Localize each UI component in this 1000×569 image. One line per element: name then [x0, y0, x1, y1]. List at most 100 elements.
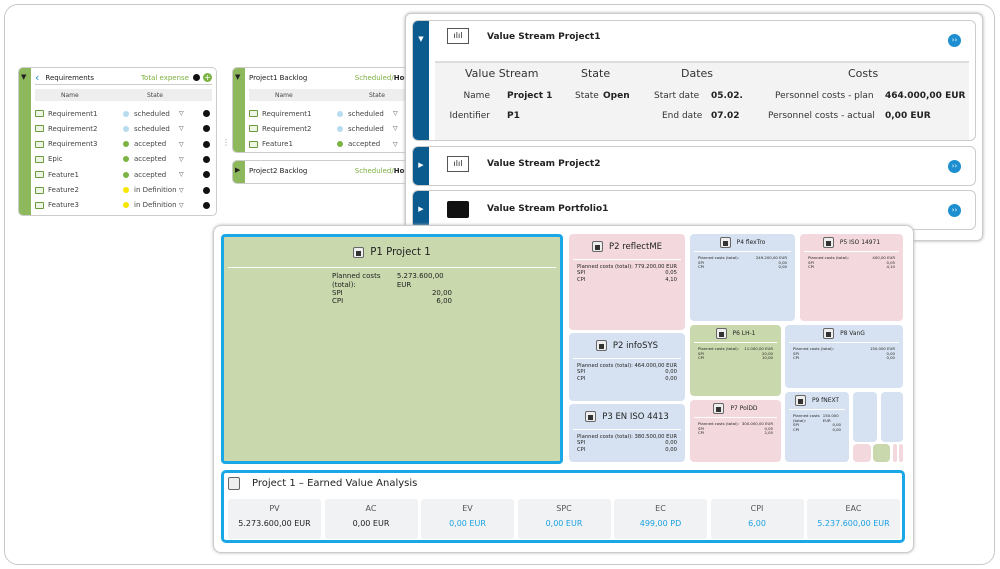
treemap-tile[interactable]: P9 fNEXT Planned costs (total): 150.000 E… [785, 392, 849, 462]
add-icon[interactable]: + [203, 73, 212, 82]
treemap-tile[interactable]: P7 PolDD Planned costs (total): 300.000,0… [690, 400, 781, 462]
open-icon[interactable]: ›› [948, 160, 961, 173]
treemap-tile[interactable]: P3 EN ISO 4413 Planned costs (total): 380… [569, 404, 685, 462]
info-icon[interactable] [193, 74, 200, 81]
tile-title: P7 PolDD [730, 405, 758, 413]
cpi-label: CPI [698, 264, 705, 270]
metric-value: 499,00 PD [639, 519, 682, 528]
info-icon[interactable] [203, 171, 210, 179]
cpi-value: 4,10 [886, 264, 895, 270]
state-dropdown-icon[interactable]: ▽ [393, 125, 398, 133]
requirement-icon [35, 110, 44, 117]
planned-value: 380.500,00 EUR [634, 434, 677, 440]
list-item[interactable]: Requirement2 scheduled ▽ [249, 121, 417, 136]
state-dropdown-icon[interactable]: ▽ [179, 171, 184, 179]
value-stream-project1[interactable]: ▼ ılıl Value Stream Project1 ›› Value St… [412, 20, 976, 141]
list-item[interactable]: Feature1 accepted ▽ [249, 137, 417, 152]
heading-costs: Costs [848, 67, 879, 80]
mini-tile[interactable] [881, 392, 903, 442]
requirement-icon [35, 125, 44, 133]
list-item[interactable]: Feature1 accepted ▽ [35, 167, 212, 182]
state-dropdown-icon[interactable]: ▽ [179, 110, 184, 117]
name-label: Name [463, 91, 490, 101]
spi-value: 0,05 [886, 259, 895, 265]
metric-value: 6,00 [748, 519, 766, 528]
open-icon[interactable]: ›› [948, 204, 961, 217]
list-item[interactable]: Requirement1 scheduled ▽ [35, 106, 212, 121]
spi-label: SPI [577, 440, 586, 447]
back-icon[interactable]: ‹ [35, 71, 40, 84]
cpi-label: CPI [808, 264, 815, 270]
value-stream-portfolio1[interactable]: ▶ Value Stream Portfolio1 ›› [412, 190, 976, 230]
state-dot [123, 187, 129, 193]
planned-label: Planned costs (total): [793, 413, 820, 423]
state-dropdown-icon[interactable]: ▽ [179, 125, 184, 133]
item-state: accepted [134, 155, 167, 164]
state-dropdown-icon[interactable]: ▽ [179, 140, 184, 148]
spi-label: SPI [698, 350, 704, 356]
planned-label: Planned costs (total): [577, 264, 633, 270]
state-dropdown-icon[interactable]: ▽ [393, 140, 398, 148]
list-item[interactable]: Epic accepted ▽ [35, 152, 212, 167]
state-dropdown-icon[interactable]: ▽ [179, 155, 184, 163]
treemap-tile[interactable]: P6 LH-1 Planned costs (total): 11.000,00 … [690, 325, 781, 396]
project-icon [713, 403, 725, 415]
state-dropdown-icon[interactable]: ▽ [179, 186, 184, 194]
state-dropdown-icon[interactable]: ▽ [393, 110, 398, 117]
info-icon[interactable] [203, 201, 210, 209]
treemap-tile[interactable]: P1 Project 1 Planned costs (total): 5.273… [221, 234, 563, 464]
treemap-tile[interactable]: P2 infoSYS Planned costs (total): 464.000… [569, 333, 685, 401]
tile-title: P2 reflectME [608, 241, 663, 252]
mini-tile[interactable] [893, 444, 897, 462]
spi-value: 0,00 [886, 350, 895, 356]
info-icon[interactable] [203, 110, 210, 117]
mini-tile[interactable] [853, 392, 877, 442]
info-icon[interactable] [203, 125, 210, 133]
value-stream-title: Value Stream Project2 [487, 159, 601, 169]
cpi-value: 0,00 [886, 355, 895, 361]
spi-label: SPI [577, 369, 586, 376]
mini-tile[interactable] [853, 444, 871, 462]
collapse-toggle[interactable]: ▼ [19, 68, 31, 215]
list-item[interactable]: Requirement1 scheduled ▽ [249, 106, 417, 121]
info-icon[interactable] [203, 140, 210, 148]
requirement-icon [35, 171, 44, 179]
info-icon[interactable] [203, 155, 210, 163]
cpi-label: CPI [577, 276, 586, 283]
spi-value: 0,05 [764, 425, 773, 431]
collapse-toggle[interactable]: ▼ [233, 68, 245, 152]
metric-eac: EAC 5.237.600,00 EUR [807, 499, 900, 539]
list-item[interactable]: Requirement2 scheduled ▽ [35, 121, 212, 136]
treemap-tile[interactable]: P8 VanG Planned costs (total): 150.000 EU… [785, 325, 903, 388]
planned-value: 150.000 EUR [869, 346, 895, 352]
treemap-tile[interactable]: P4 flexTro Planned costs (total): 249.200… [690, 234, 795, 321]
info-icon[interactable] [203, 186, 210, 194]
expand-toggle[interactable]: ▶ [413, 147, 429, 185]
treemap-tile[interactable]: P2 reflectME Planned costs (total): 779.2… [569, 234, 685, 330]
spi-value: 20,00 [431, 288, 452, 297]
open-icon[interactable]: ›› [948, 34, 961, 47]
mini-tile[interactable] [899, 444, 903, 462]
metric-label: AC [365, 504, 377, 513]
expand-toggle[interactable]: ▶ [233, 161, 245, 183]
list-item[interactable]: Requirement3 accepted ▽ [35, 137, 212, 152]
state-dropdown-icon[interactable]: ▽ [179, 201, 184, 209]
list-item[interactable]: Feature2 in Definition ▽ [35, 183, 212, 198]
collapse-toggle[interactable]: ▼ [413, 21, 429, 140]
value-stream-project2[interactable]: ▶ ılıl Value Stream Project2 ›› [412, 146, 976, 186]
item-name: Feature3 [48, 201, 79, 210]
value-stream-title: Value Stream Portfolio1 [487, 204, 609, 214]
cpi-label: CPI [698, 430, 705, 436]
planned-label: Planned costs (total): [698, 421, 739, 427]
state-dot [337, 125, 343, 132]
metric-value: 0,00 EUR [545, 519, 583, 528]
list-item[interactable]: Feature3 in Definition ▽ [35, 198, 212, 213]
planned-value: 464.000,00 EUR [634, 363, 677, 369]
expand-toggle[interactable]: ▶ [413, 191, 429, 229]
mini-tile[interactable] [873, 444, 890, 462]
item-name: Requirement1 [48, 109, 98, 118]
treemap-tile[interactable]: P5 ISO 14971 Planned costs (total): 400,0… [800, 234, 903, 321]
heading-state: State [581, 67, 611, 80]
splitter-handle[interactable]: ⋮ [222, 138, 230, 147]
